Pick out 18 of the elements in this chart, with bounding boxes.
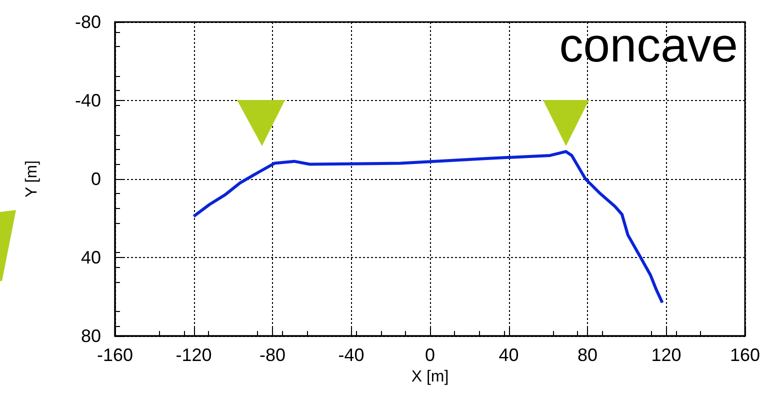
x-tick-label: -120: [176, 345, 212, 365]
x-axis-title: X [m]: [411, 368, 449, 386]
x-tick-label: -40: [338, 345, 364, 365]
x-tick-label: -80: [259, 345, 286, 365]
x-tick-label: 120: [651, 345, 682, 365]
y-tick-label: 40: [80, 248, 101, 268]
x-tick-label: 160: [730, 345, 760, 365]
y-axis-title: Y [m]: [24, 160, 40, 198]
y-tick-label: 80: [80, 326, 101, 346]
x-tick-label: -160: [96, 345, 134, 365]
annotation: concave: [559, 20, 738, 72]
y-tick-label: 0: [90, 169, 101, 189]
line-series: [192, 150, 664, 304]
x-tick-label: 40: [498, 345, 519, 365]
x-tick-label: 80: [577, 345, 598, 365]
y-tick-label: -40: [74, 90, 101, 110]
y-tick-label: -80: [74, 12, 101, 32]
x-tick-label: 0: [424, 345, 436, 365]
